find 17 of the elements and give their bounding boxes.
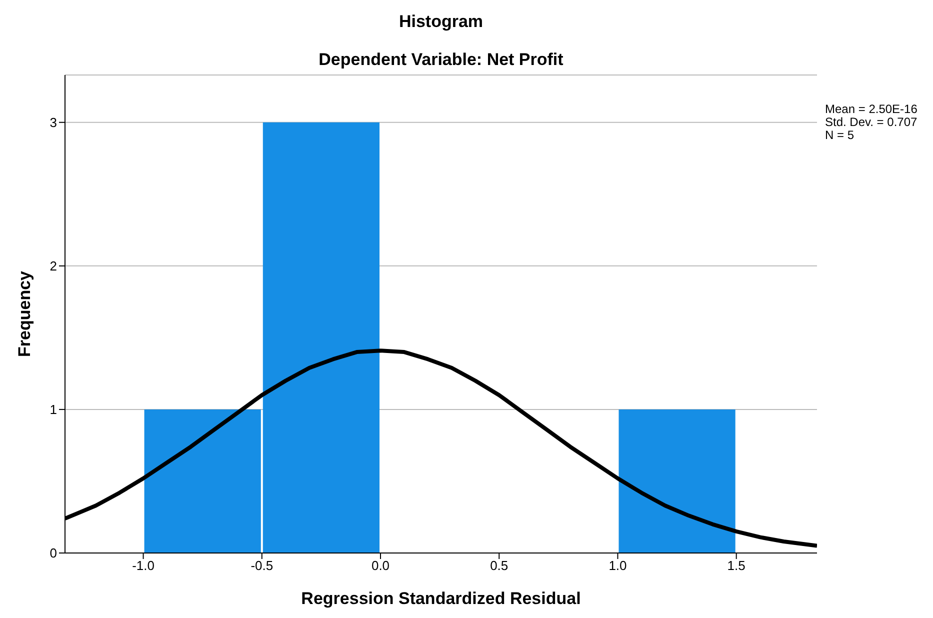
x-tick-label: -1.0: [132, 558, 154, 574]
text: Mean = 2.50E-16: [825, 102, 918, 116]
y-tick-label: 2: [50, 258, 57, 274]
x-axis-title: Regression Standardized Residual: [301, 589, 581, 608]
x-tick-label: -0.5: [250, 558, 274, 574]
chart-subtitle: Dependent Variable: Net Profit: [318, 50, 564, 70]
x-tick-label: 0.0: [371, 558, 390, 574]
text: Std. Dev. = 0.707: [825, 115, 918, 129]
y-tick-label: 1: [50, 402, 57, 418]
text: N = 5: [825, 128, 856, 142]
chart-title: Histogram: [398, 12, 484, 32]
y-axis-title: Frequency: [15, 270, 34, 357]
y-tick-label: 3: [50, 114, 57, 130]
x-tick-label: 0.5: [490, 558, 508, 574]
x-tick-label: 1.5: [727, 558, 746, 574]
x-tick-label: 1.0: [608, 558, 627, 574]
y-tick-label: 0: [50, 546, 57, 561]
